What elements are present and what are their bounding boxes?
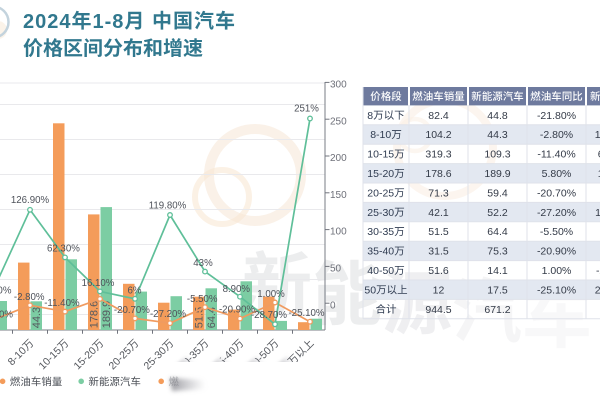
svg-text:-27.20%: -27.20% — [150, 309, 186, 320]
svg-text:1.00%: 1.00% — [542, 265, 572, 277]
svg-text:300: 300 — [330, 80, 347, 91]
svg-text:10-15: 10-15 — [37, 345, 65, 373]
svg-text:44.3: 44.3 — [31, 307, 43, 328]
svg-text:109.3: 109.3 — [484, 149, 510, 161]
svg-text:15-20: 15-20 — [72, 345, 100, 373]
svg-text:119.80%: 119.80% — [149, 201, 187, 212]
svg-text:20-25: 20-25 — [367, 187, 394, 199]
svg-text:126.90%: 126.90% — [595, 129, 600, 141]
svg-text:-11.40%: -11.40% — [44, 298, 80, 309]
svg-text:8-10: 8-10 — [370, 129, 391, 141]
svg-text:-20.70%: -20.70% — [114, 305, 150, 316]
svg-text:-25.10%: -25.10% — [537, 284, 576, 296]
svg-text:35-40: 35-40 — [367, 246, 394, 258]
svg-text:10-15: 10-15 — [367, 149, 394, 161]
svg-text:52.2: 52.2 — [487, 207, 508, 219]
svg-text:2024: 2024 — [23, 11, 72, 33]
svg-text:8.90%: 8.90% — [223, 284, 251, 295]
svg-text:126.90%: 126.90% — [11, 195, 50, 206]
svg-text:62.30%: 62.30% — [598, 149, 600, 161]
svg-text:25-30: 25-30 — [142, 345, 170, 373]
svg-text:-20.90%: -20.90% — [537, 246, 576, 258]
svg-text:71.3: 71.3 — [428, 187, 449, 199]
svg-text:104.2: 104.2 — [425, 129, 451, 141]
svg-text:-20.90%: -20.90% — [219, 305, 255, 316]
svg-text:16.10%: 16.10% — [82, 278, 115, 289]
svg-text:-27.20%: -27.20% — [537, 207, 576, 219]
svg-text:189.9: 189.9 — [484, 168, 510, 180]
svg-text:0: 0 — [330, 300, 336, 311]
svg-text:8: 8 — [367, 110, 373, 122]
svg-text:22.90%: 22.90% — [0, 286, 12, 297]
svg-text:12: 12 — [433, 284, 445, 296]
svg-text:5.80%: 5.80% — [542, 168, 572, 180]
svg-text:64.4: 64.4 — [487, 226, 508, 238]
svg-text:20-25: 20-25 — [107, 345, 135, 373]
svg-text:251%: 251% — [294, 104, 319, 115]
svg-text:-2.80%: -2.80% — [14, 292, 45, 303]
svg-text:-21.80%: -21.80% — [0, 310, 13, 321]
svg-text:178.6: 178.6 — [425, 168, 451, 180]
svg-text:44.3: 44.3 — [487, 129, 508, 141]
svg-text:6%: 6% — [127, 285, 141, 296]
svg-text:-2.80%: -2.80% — [540, 129, 573, 141]
svg-text:189.9: 189.9 — [101, 301, 113, 329]
svg-text:51.5: 51.5 — [194, 307, 206, 328]
svg-text:1-8: 1-8 — [93, 11, 125, 33]
svg-text:319.3: 319.3 — [425, 149, 451, 161]
svg-text:671.2: 671.2 — [484, 304, 510, 316]
svg-text:-25.10%: -25.10% — [288, 308, 324, 319]
svg-text:42.1: 42.1 — [428, 207, 449, 219]
svg-text:51.6: 51.6 — [428, 265, 449, 277]
svg-text:119.80%: 119.80% — [595, 207, 600, 219]
svg-text:15-20: 15-20 — [367, 168, 394, 180]
svg-text:250: 250 — [330, 116, 347, 127]
svg-text:51.5: 51.5 — [428, 226, 449, 238]
svg-text:64.4: 64.4 — [206, 307, 218, 328]
svg-text:25-30: 25-30 — [367, 207, 394, 219]
svg-text:40-50: 40-50 — [367, 265, 394, 277]
svg-text:30-35: 30-35 — [367, 226, 394, 238]
svg-text:59.4: 59.4 — [487, 187, 508, 199]
svg-text:944.5: 944.5 — [425, 304, 451, 316]
svg-text:75.3: 75.3 — [487, 246, 508, 258]
svg-text:-28.70%: -28.70% — [596, 265, 600, 277]
svg-text:-28.70%: -28.70% — [251, 310, 287, 321]
svg-text:14.1: 14.1 — [487, 265, 508, 277]
svg-text:150: 150 — [330, 190, 347, 201]
svg-text:16.10%: 16.10% — [598, 168, 600, 180]
svg-text:8-10: 8-10 — [6, 345, 29, 368]
svg-text:-11.40%: -11.40% — [537, 149, 575, 161]
svg-text:82.4: 82.4 — [428, 110, 449, 122]
svg-text:-5.50%: -5.50% — [187, 294, 218, 305]
svg-text:50: 50 — [330, 264, 342, 275]
svg-text:251.00%: 251.00% — [595, 284, 600, 296]
svg-text:44.8: 44.8 — [487, 110, 508, 122]
svg-text:17.5: 17.5 — [487, 284, 508, 296]
svg-text:178.6: 178.6 — [89, 301, 101, 329]
svg-text:-21.80%: -21.80% — [537, 110, 576, 122]
svg-text:1.00%: 1.00% — [257, 289, 285, 300]
svg-text:62.30%: 62.30% — [47, 244, 80, 255]
svg-text:-20.70%: -20.70% — [537, 187, 576, 199]
svg-text:50: 50 — [364, 284, 376, 296]
svg-text:200: 200 — [330, 153, 347, 164]
svg-text:31.5: 31.5 — [428, 246, 449, 258]
svg-text:100: 100 — [330, 227, 347, 238]
svg-text:-5.50%: -5.50% — [540, 226, 573, 238]
svg-text:43%: 43% — [193, 258, 213, 269]
